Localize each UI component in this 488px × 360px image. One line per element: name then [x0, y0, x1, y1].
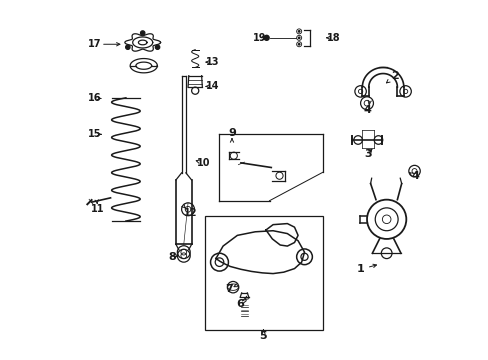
Text: 2: 2	[390, 71, 398, 81]
Text: 5: 5	[259, 332, 267, 342]
Text: 12: 12	[183, 208, 197, 218]
Circle shape	[298, 37, 299, 39]
Text: 9: 9	[227, 128, 235, 138]
Text: 10: 10	[196, 158, 210, 168]
Text: 4: 4	[363, 105, 371, 115]
Circle shape	[298, 44, 299, 45]
Circle shape	[298, 31, 299, 32]
Circle shape	[125, 45, 130, 49]
Text: 15: 15	[87, 129, 101, 139]
Bar	[205, 216, 323, 330]
Text: 13: 13	[206, 57, 220, 67]
Text: 8: 8	[168, 252, 176, 262]
Text: 6: 6	[236, 299, 244, 309]
Circle shape	[140, 31, 144, 35]
Text: 16: 16	[87, 93, 101, 103]
Text: 18: 18	[326, 33, 340, 43]
Text: 1: 1	[356, 264, 364, 274]
Text: 17: 17	[87, 39, 101, 49]
Text: 3: 3	[363, 149, 371, 159]
Text: 11: 11	[91, 204, 104, 214]
Text: 19: 19	[252, 33, 265, 43]
Circle shape	[155, 45, 160, 49]
Text: 4: 4	[410, 171, 418, 181]
Text: 7: 7	[225, 284, 233, 294]
Circle shape	[264, 35, 268, 40]
Text: 14: 14	[206, 81, 220, 91]
